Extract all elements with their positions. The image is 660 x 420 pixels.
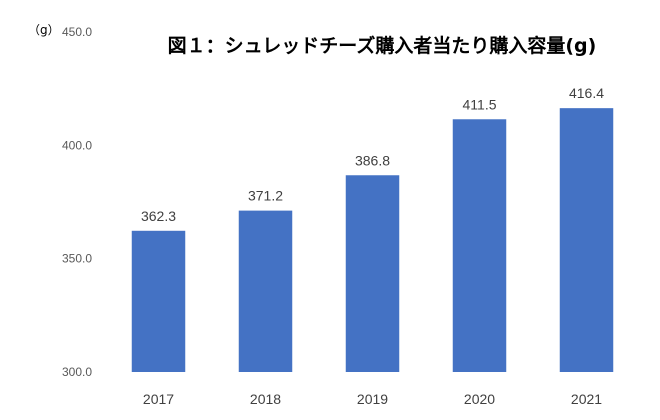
y-axis-ticks: 300.0 350.0 400.0 450.0 — [62, 25, 92, 379]
x-tick-label: 2019 — [357, 391, 388, 407]
bar — [238, 210, 293, 372]
y-axis-unit-label: （g） — [28, 23, 60, 37]
bar-value-label: 371.2 — [248, 188, 283, 204]
bar — [131, 230, 186, 372]
y-tick-label: 350.0 — [62, 252, 92, 266]
bar — [345, 175, 400, 372]
bar-value-label: 411.5 — [463, 96, 497, 112]
bar-value-label: 416.4 — [569, 85, 604, 101]
bar — [559, 108, 614, 372]
x-tick-label: 2017 — [143, 391, 174, 407]
x-tick-label: 2021 — [571, 391, 602, 407]
y-tick-label: 450.0 — [62, 25, 92, 39]
y-tick-label: 300.0 — [62, 365, 92, 379]
x-tick-label: 2018 — [250, 391, 281, 407]
x-axis-ticks: 2017 2018 2019 2020 2021 — [143, 391, 602, 407]
y-tick-label: 400.0 — [62, 138, 92, 152]
chart-title: 図１：シュレッドチーズ購入者当たり購入容量(g) — [168, 34, 597, 57]
bar-value-label: 362.3 — [141, 208, 176, 224]
x-tick-label: 2020 — [464, 391, 495, 407]
value-labels: 362.3 371.2 386.8 411.5 416.4 — [141, 85, 604, 224]
bar — [452, 119, 507, 373]
bars — [131, 108, 614, 373]
bar-value-label: 386.8 — [355, 152, 390, 168]
